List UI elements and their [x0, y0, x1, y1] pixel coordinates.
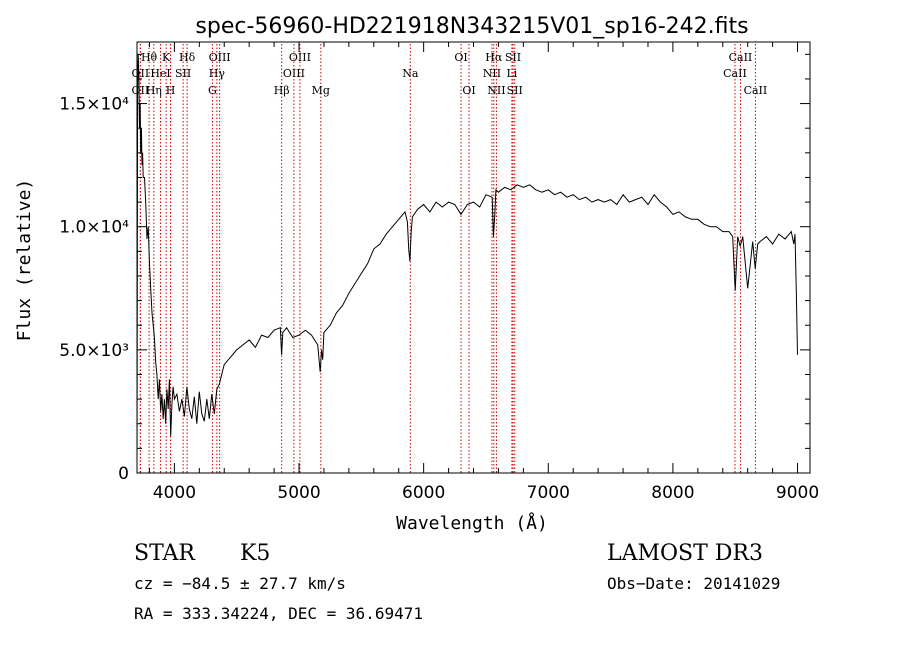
x-tick-label: 7000: [527, 483, 570, 503]
spectral-line-label: OI: [462, 84, 475, 97]
spectral-line-label: Mg: [312, 84, 330, 97]
spectral-line-label: OIII: [289, 51, 311, 64]
spectral-line-label: Na: [402, 67, 419, 80]
chart-title: spec-56960-HD221918N343215V01_sp16-242.f…: [195, 14, 748, 39]
spectral-line-label: NII: [487, 84, 505, 97]
x-axis-label: Wavelength (Å): [396, 512, 548, 534]
spectral-line-label: OIII: [209, 51, 231, 64]
x-axis-ticks: 4000 5000 6000 7000 8000 9000: [148, 42, 819, 503]
spectral-line-label: CaII: [729, 51, 753, 64]
spectral-line-labels: Hθ OII OII K HeI Hη SII H Hδ OIII Hγ G OIII OIII Hβ Mg N…: [132, 51, 768, 97]
spectral-line-label: Hθ: [141, 51, 158, 64]
spectral-line-label: G: [208, 84, 217, 97]
spectral-line-label: Li: [506, 67, 517, 80]
spectrum-series-line: [136, 54, 798, 469]
spectral-line-label: Hβ: [274, 84, 290, 97]
coordinates: RA = 333.34224, DEC = 36.69471: [134, 604, 423, 623]
spectral-line-label: K: [162, 51, 171, 64]
survey-name: LAMOST DR3: [607, 541, 763, 566]
y-axis-ticks: 0 5.0×10³ 1.0×10⁴ 1.5×10⁴: [59, 53, 810, 484]
spectral-line-label: Hα: [485, 51, 503, 64]
plot-frame: [136, 41, 811, 474]
spectral-line-markers: [139, 44, 756, 473]
spectral-line-label: Hδ: [179, 51, 196, 64]
spectral-line-label: SII: [507, 84, 523, 97]
x-tick-label: 5000: [277, 483, 320, 503]
x-tick-label: 8000: [651, 483, 694, 503]
spectral-line-label: SII: [505, 51, 521, 64]
spectral-line-label: Hη: [146, 84, 162, 97]
spectral-line-label: OII: [132, 67, 150, 80]
y-tick-label: 0: [118, 464, 129, 484]
y-tick-label: 1.0×10⁴: [59, 218, 129, 238]
spectral-line-label: SII: [175, 67, 191, 80]
observation-date: Obs−Date: 20141029: [607, 574, 780, 593]
spectral-line-label: NII: [483, 67, 501, 80]
spectral-line-label: CaII: [744, 84, 768, 97]
object-subclass: K5: [240, 541, 270, 566]
x-tick-label: 9000: [776, 483, 819, 503]
spectral-line-label: CaII: [723, 67, 747, 80]
spectral-line-label: OIII: [283, 67, 305, 80]
y-axis-label: Flux (relative): [14, 179, 35, 342]
spectral-line-label: H: [166, 84, 176, 97]
x-tick-label: 4000: [153, 483, 196, 503]
object-class: STAR: [134, 541, 196, 566]
spectral-line-label: HeI: [150, 67, 170, 80]
spectral-line-label: OI: [454, 51, 467, 64]
spectral-line-label: Hγ: [209, 67, 226, 80]
redshift-cz: cz = −84.5 ± 27.7 km/s: [134, 574, 346, 593]
x-tick-label: 6000: [402, 483, 445, 503]
y-tick-label: 5.0×10³: [59, 341, 129, 361]
spectral-line-label: OII: [132, 84, 150, 97]
y-tick-label: 1.5×10⁴: [59, 95, 129, 115]
